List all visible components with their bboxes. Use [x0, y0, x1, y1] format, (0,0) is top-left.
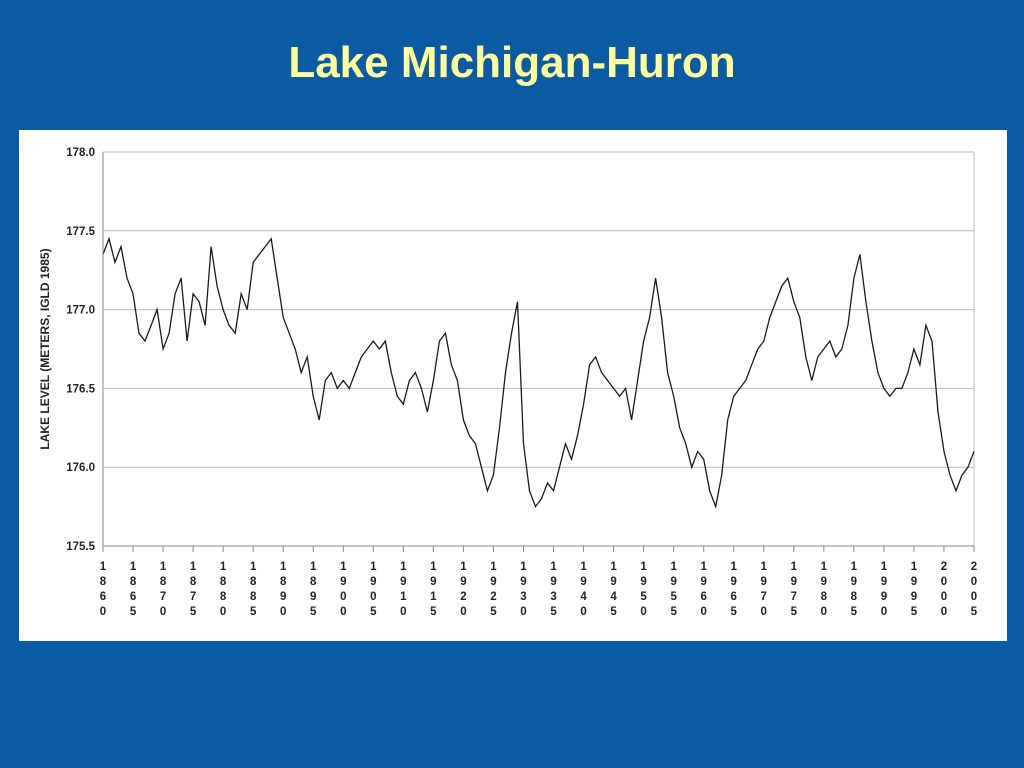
x-axis-ticks: 1 8 6 0 1 8 6 5 1 8 7 0 1 8 7 5 1 8 8 0 1 8 8 5 1 8 9 0 1 8 9 5 1 9 0 0 1 9 0 5…: [100, 546, 978, 618]
y-tick-label: 175.5: [66, 541, 95, 553]
y-tick-label: 177.0: [66, 305, 95, 317]
y-tick-label: 176.0: [66, 462, 95, 474]
y-tick-label: 178.0: [66, 147, 95, 159]
y-tick-label: 177.5: [66, 226, 95, 238]
y-tick-label: 176.5: [66, 383, 95, 395]
slide-title: Lake Michigan-Huron: [288, 38, 736, 87]
grid-lines: [103, 151, 975, 547]
y-axis-ticks: 175.5 176.0 176.5 177.0 177.5 178.0: [66, 147, 95, 553]
series-line: [102, 236, 975, 509]
y-axis-title: LAKE LEVEL (METERS, IGLD 1985): [38, 248, 52, 449]
